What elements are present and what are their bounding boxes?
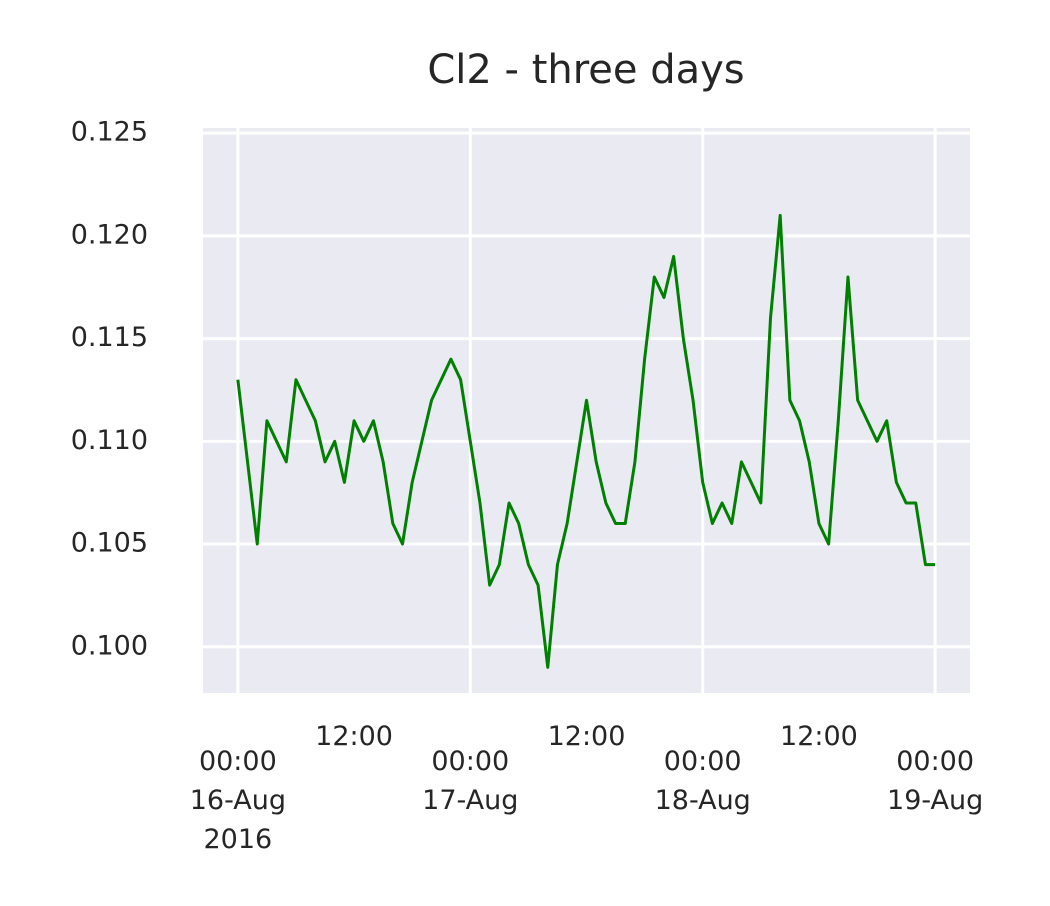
chart-title: Cl2 - three days <box>427 47 744 93</box>
y-tick-label: 0.120 <box>71 219 148 250</box>
y-tick-label: 0.100 <box>71 630 148 661</box>
x-minor-tick-label: 12:00 <box>780 721 858 752</box>
y-tick-label: 0.110 <box>71 425 148 456</box>
x-tick-label: 00:00 17-Aug <box>422 746 518 816</box>
x-tick-label: 00:00 16-Aug 2016 <box>190 746 286 855</box>
data-line <box>236 213 936 669</box>
x-minor-tick-label: 12:00 <box>548 721 626 752</box>
y-tick-label: 0.125 <box>71 117 148 148</box>
plot-area <box>203 128 970 693</box>
x-minor-tick-label: 12:00 <box>315 721 393 752</box>
y-tick-label: 0.105 <box>71 528 148 559</box>
x-tick-label: 00:00 19-Aug <box>887 746 983 816</box>
x-tick-label: 00:00 18-Aug <box>655 746 751 816</box>
y-tick-label: 0.115 <box>71 322 148 353</box>
